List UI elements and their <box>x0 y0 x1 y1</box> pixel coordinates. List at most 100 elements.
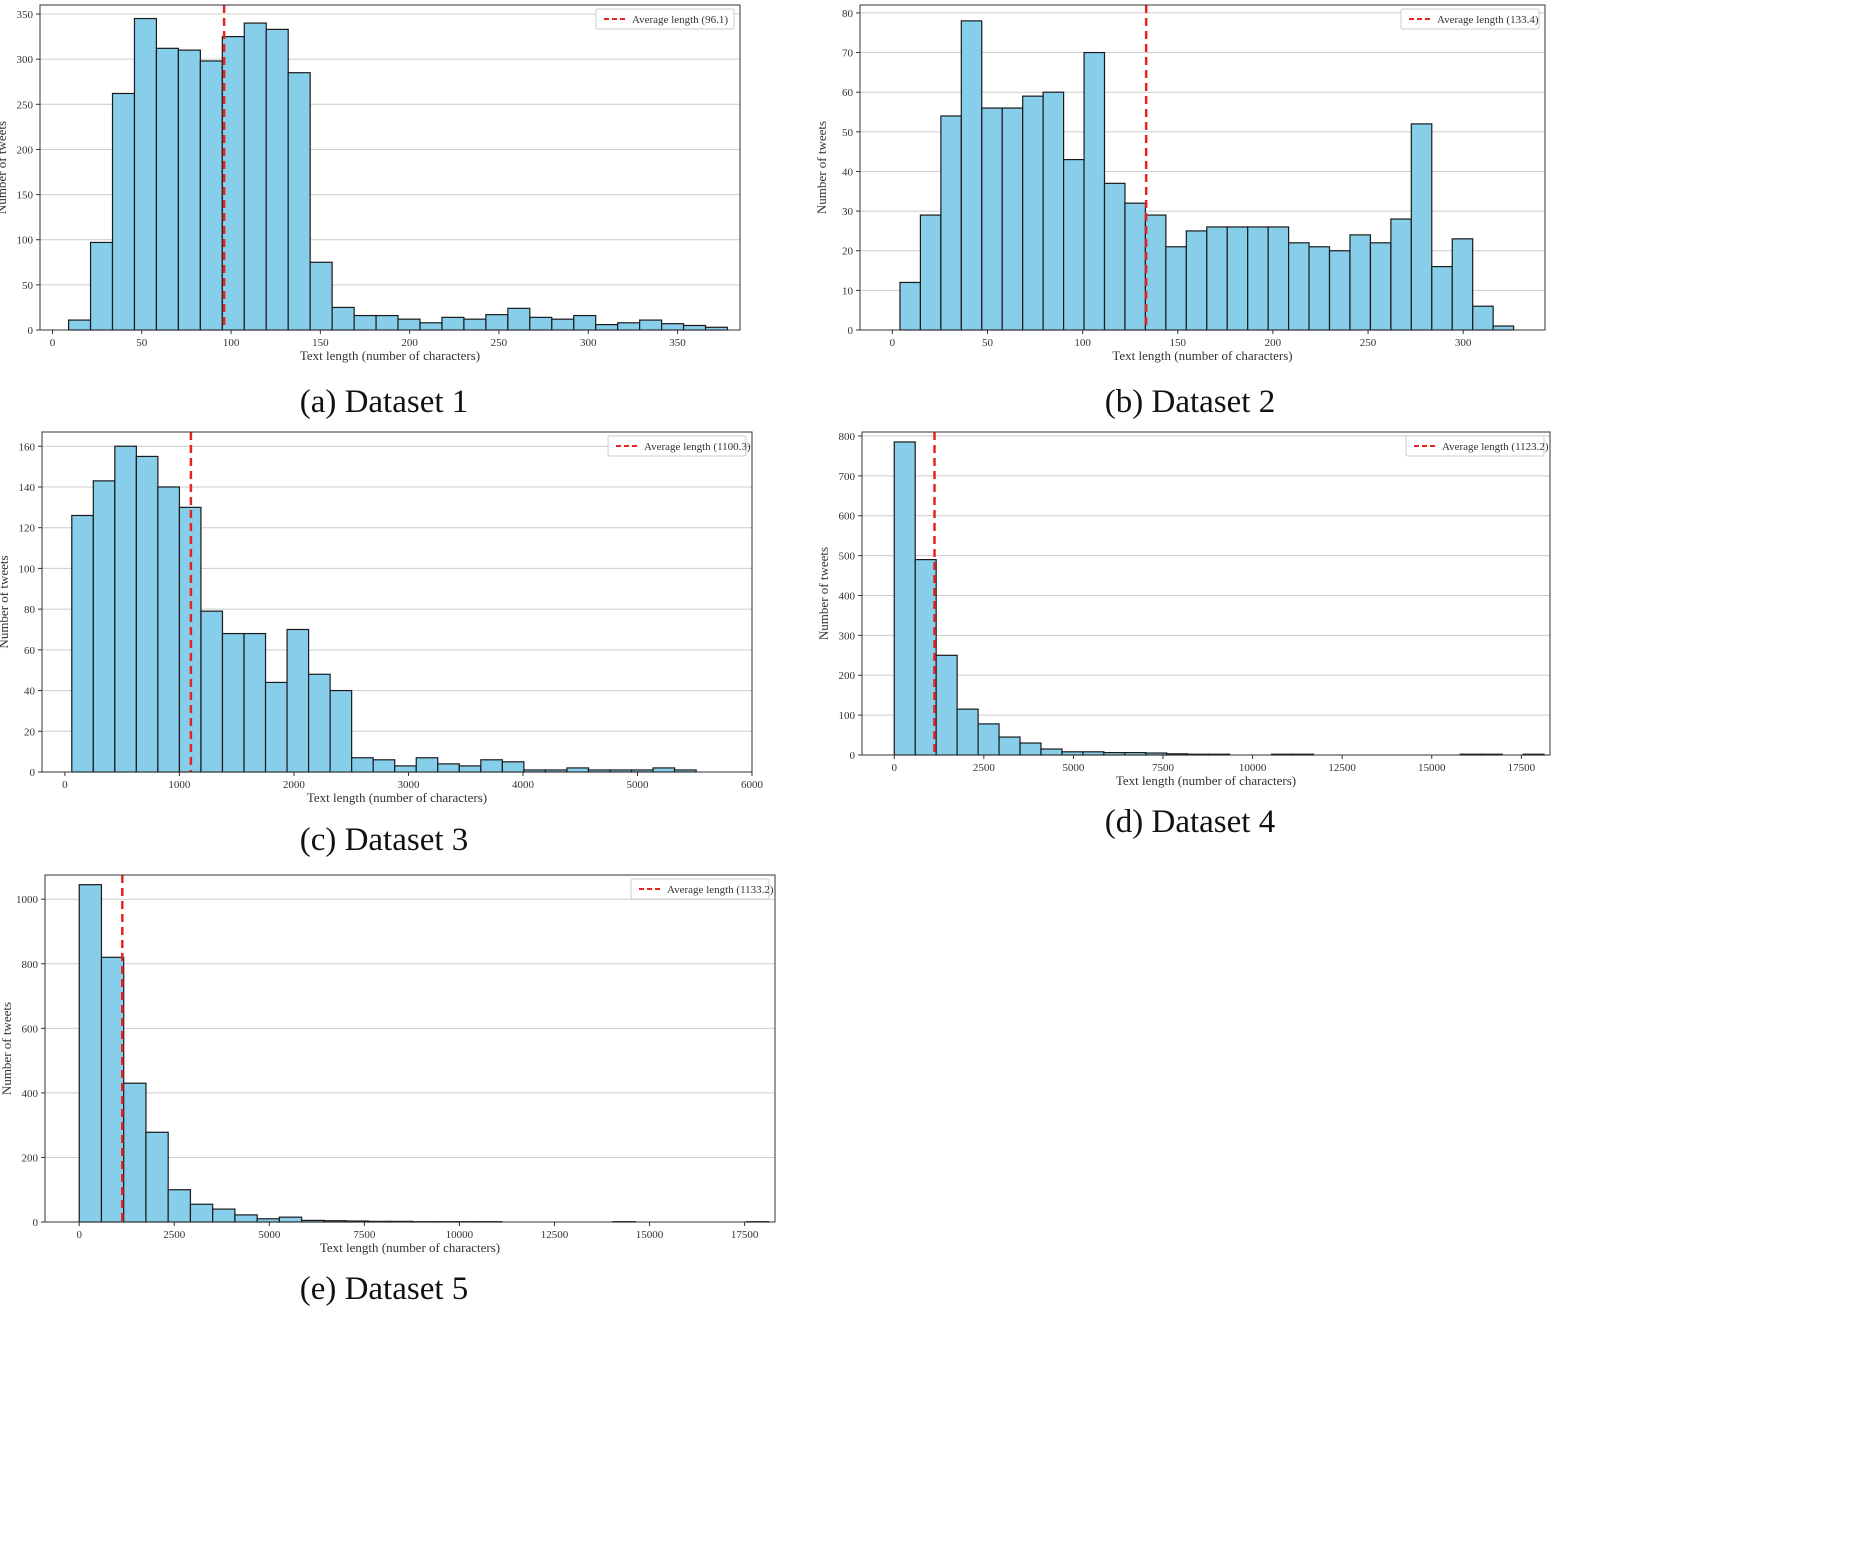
bar <box>1451 238 1474 331</box>
bar <box>415 757 439 773</box>
bar <box>375 314 399 331</box>
y-axis-label: Number of tweets <box>0 555 11 648</box>
x-tick-label: 200 <box>1265 337 1282 349</box>
x-axis-label: Text length (number of characters) <box>307 790 487 805</box>
x-tick-label: 0 <box>892 762 898 774</box>
y-tick-label: 30 <box>842 206 854 218</box>
y-axis-label: Number of tweets <box>816 547 831 640</box>
x-tick-label: 5000 <box>1062 762 1085 774</box>
bar <box>480 759 503 773</box>
y-tick-label: 600 <box>839 511 856 523</box>
y-tick-label: 60 <box>24 645 36 657</box>
bar <box>1247 226 1269 331</box>
x-axis-label: Text length (number of characters) <box>320 1240 500 1255</box>
y-tick-label: 60 <box>842 87 854 99</box>
bar <box>372 759 396 773</box>
bar <box>893 441 916 756</box>
bar <box>200 610 224 773</box>
histogram-dataset-2: 0 50 100 150 200 250 300 0 10 20 30 40 50 60 70 80 Tex… <box>814 4 1546 420</box>
axes-frame <box>861 431 1551 756</box>
x-tick-label: 10000 <box>446 1229 474 1241</box>
y-tick-label: 100 <box>839 710 856 722</box>
plot-frame <box>859 4 1546 331</box>
y-tick-label: 800 <box>839 431 856 443</box>
x-tick-label: 150 <box>1170 337 1187 349</box>
bar <box>1390 218 1412 331</box>
legend-label: Average length (96.1) <box>632 14 728 26</box>
bar <box>617 322 641 331</box>
x-tick-label: 300 <box>1455 337 1472 349</box>
plot-frame <box>861 431 1551 756</box>
bar <box>243 632 267 773</box>
y-tick-label: 300 <box>839 630 856 642</box>
axes-frame <box>41 431 753 773</box>
x-tick-label: 12500 <box>1328 762 1356 774</box>
y-tick-label: 50 <box>22 280 34 292</box>
y-tick-label: 0 <box>848 325 854 337</box>
bar <box>89 241 114 331</box>
bar <box>221 632 245 773</box>
bar <box>212 1208 236 1223</box>
gridlines <box>862 435 1550 716</box>
bar <box>1308 246 1331 331</box>
x-ticks: 0 1000 2000 3000 4000 5000 6000 <box>62 772 764 791</box>
legend: Average length (1133.2) <box>630 878 774 900</box>
bar <box>145 1131 169 1223</box>
bar <box>1144 214 1167 331</box>
bar <box>899 281 922 331</box>
x-tick-label: 2500 <box>973 762 996 774</box>
x-tick-label: 2000 <box>283 779 306 791</box>
y-tick-label: 80 <box>24 604 36 616</box>
y-tick-label: 350 <box>17 9 34 21</box>
histogram-dataset-5: 0 2500 5000 7500 10000 12500 15000 17500 0 200 40… <box>0 874 776 1307</box>
y-tick-label: 200 <box>839 670 856 682</box>
x-tick-label: 0 <box>890 337 896 349</box>
y-tick-label: 400 <box>22 1088 39 1100</box>
bar <box>157 486 181 773</box>
bar <box>661 323 685 331</box>
x-tick-label: 100 <box>1074 337 1091 349</box>
bar <box>595 323 619 331</box>
bar <box>1410 123 1433 331</box>
legend-box <box>607 435 747 457</box>
y-ticks: 0 10 20 30 40 50 60 70 80 <box>842 8 860 337</box>
bar <box>1022 95 1044 331</box>
y-ticks: 0 200 400 600 800 1000 <box>16 894 45 1229</box>
y-tick-label: 0 <box>33 1217 39 1229</box>
x-tick-label: 50 <box>136 337 148 349</box>
bar <box>111 92 136 331</box>
x-tick-label: 17500 <box>1508 762 1536 774</box>
y-axis-label: Number of tweets <box>814 121 829 214</box>
x-tick-label: 6000 <box>741 779 764 791</box>
legend-box <box>1400 8 1540 30</box>
bar <box>1103 182 1126 331</box>
x-ticks: 0 2500 5000 7500 10000 12500 15000 17500 <box>892 755 1536 774</box>
x-tick-label: 50 <box>982 337 994 349</box>
panel-caption: (d) Dataset 4 <box>1105 804 1275 840</box>
bar <box>437 763 460 773</box>
y-tick-label: 50 <box>842 127 854 139</box>
panel-caption: (b) Dataset 2 <box>1105 384 1275 420</box>
y-tick-label: 40 <box>842 166 854 178</box>
x-tick-label: 2500 <box>163 1229 186 1241</box>
bar <box>155 47 179 331</box>
y-tick-label: 700 <box>839 471 856 483</box>
x-tick-label: 250 <box>1360 337 1377 349</box>
y-axis-label: Number of tweets <box>0 121 9 214</box>
bar <box>573 314 597 331</box>
legend-label: Average length (133.4) <box>1437 14 1539 26</box>
x-tick-label: 10000 <box>1239 762 1267 774</box>
bar <box>639 319 663 331</box>
bar <box>981 107 1003 331</box>
x-tick-label: 0 <box>50 337 56 349</box>
legend-label: Average length (1123.2) <box>1442 441 1549 453</box>
histogram-dataset-1: 0 50 100 150 200 250 300 350 0 50 100 150 200 250 300… <box>0 4 741 420</box>
bar <box>940 115 962 331</box>
y-tick-label: 0 <box>30 767 36 779</box>
y-tick-label: 300 <box>17 54 34 66</box>
legend-box <box>630 878 770 900</box>
bar <box>167 1189 192 1223</box>
x-tick-label: 7500 <box>1152 762 1175 774</box>
y-tick-label: 250 <box>17 99 34 111</box>
bar <box>265 28 289 331</box>
